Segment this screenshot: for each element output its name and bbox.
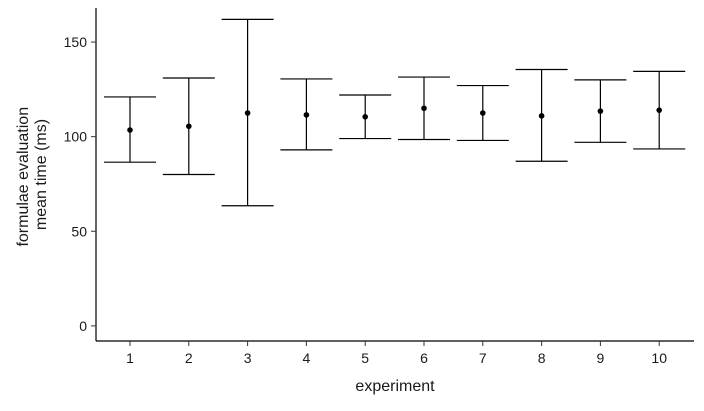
y-axis-ticks: 0 50 100 150 xyxy=(64,34,96,334)
mean-point xyxy=(362,113,369,120)
mean-points xyxy=(127,105,662,133)
y-axis-title-line-1: formulae evaluation xyxy=(15,107,32,247)
y-tick-label: 150 xyxy=(64,34,88,50)
x-tick-label: 1 xyxy=(126,350,134,366)
mean-point xyxy=(186,123,192,130)
errorbars xyxy=(104,18,686,207)
mean-point xyxy=(597,108,604,114)
mean-point xyxy=(656,107,662,113)
axes xyxy=(95,8,694,342)
x-tick-label: 9 xyxy=(597,350,605,366)
y-tick-label: 100 xyxy=(64,129,88,145)
y-tick-label: 50 xyxy=(71,223,87,239)
y-tick-label: 0 xyxy=(79,318,87,334)
x-tick-label: 8 xyxy=(538,350,546,366)
x-tick-label: 2 xyxy=(185,350,193,366)
x-tick-label: 4 xyxy=(303,350,311,366)
y-axis-title: formulae evaluation mean time (ms) xyxy=(15,102,50,246)
mean-point xyxy=(303,112,310,118)
y-axis-title-line-2: mean time (ms) xyxy=(33,119,50,230)
x-axis-title: experiment xyxy=(355,378,435,395)
x-tick-label: 5 xyxy=(361,350,369,366)
x-tick-label: 10 xyxy=(651,350,667,366)
mean-point xyxy=(127,127,133,133)
x-tick-label: 7 xyxy=(479,350,487,366)
mean-point xyxy=(244,110,251,116)
x-axis-ticks: 1 2 3 4 5 6 7 8 9 10 xyxy=(126,341,667,366)
x-tick-label: 3 xyxy=(244,350,252,366)
mean-point xyxy=(421,105,427,112)
x-tick-label: 6 xyxy=(420,350,428,366)
mean-point xyxy=(538,113,545,119)
mean-point xyxy=(480,110,486,116)
